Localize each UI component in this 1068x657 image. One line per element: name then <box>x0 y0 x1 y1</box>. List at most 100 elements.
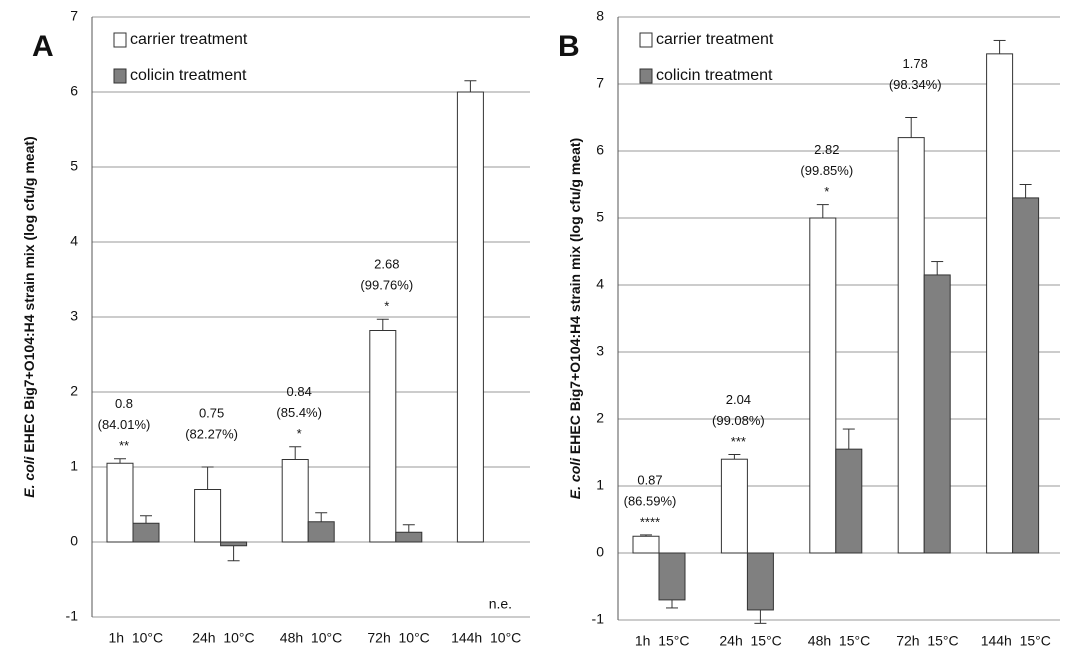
annotation: (99.08%) <box>712 413 765 428</box>
y-axis-label-italic: E. coli <box>21 455 37 497</box>
annotation: (98.34%) <box>889 77 942 92</box>
bar <box>923 274 951 554</box>
annotation: * <box>384 299 389 314</box>
error-bar <box>842 428 855 450</box>
y-tick-label: 7 <box>596 75 604 91</box>
x-tick-label: 1h 10°C <box>108 630 163 646</box>
panel-label: B <box>558 30 580 63</box>
error-bar <box>754 609 767 624</box>
error-bar <box>464 80 477 92</box>
y-tick-label: 5 <box>596 209 604 225</box>
bar <box>106 462 134 543</box>
annotation: (85.4%) <box>276 405 322 420</box>
y-axis-label: E. coli EHEC Big7+O104:H4 strain mix (lo… <box>21 136 37 497</box>
bar <box>369 330 397 543</box>
error-bar <box>640 534 652 537</box>
y-axis-label-italic: E. coli <box>567 457 583 499</box>
y-tick-label: 4 <box>596 276 604 292</box>
x-tick-label: 1h 15°C <box>635 633 690 649</box>
bar <box>986 53 1014 554</box>
annotation: (99.85%) <box>800 163 853 178</box>
x-tick-label: 72h 10°C <box>367 630 429 646</box>
bar <box>897 137 925 554</box>
annotation: 2.04 <box>726 392 751 407</box>
y-tick-label: -1 <box>66 608 79 624</box>
bar <box>307 521 335 543</box>
legend-label: colicin treatment <box>656 67 773 84</box>
bar <box>220 541 248 547</box>
annotation: 2.82 <box>814 142 839 157</box>
annotation: * <box>824 184 829 199</box>
annotation: **** <box>640 514 660 529</box>
y-tick-label: 0 <box>70 533 78 549</box>
annotation: 0.84 <box>287 384 312 399</box>
bar <box>132 522 160 543</box>
error-bar <box>1019 184 1032 198</box>
annotation: 0.75 <box>199 405 224 420</box>
panel-label: A <box>32 30 54 63</box>
annotation: 0.87 <box>637 472 662 487</box>
y-tick-label: 6 <box>70 83 78 99</box>
bar <box>720 458 748 554</box>
error-bar <box>931 261 944 275</box>
y-tick-label: 5 <box>70 158 78 174</box>
y-axis-label-rest: EHEC Big7+O104:H4 strain mix (log cfu/g … <box>567 138 583 458</box>
y-tick-label: 4 <box>70 233 78 249</box>
bar <box>632 535 660 554</box>
y-tick-label: 1 <box>70 458 78 474</box>
annotation: (86.59%) <box>624 493 677 508</box>
y-tick-label: 0 <box>596 544 604 560</box>
bar <box>456 91 484 543</box>
annotation: 0.8 <box>115 396 133 411</box>
bar <box>809 217 837 554</box>
error-bar <box>227 545 240 562</box>
y-tick-label: 7 <box>70 8 78 24</box>
x-tick-label: 72h 15°C <box>896 633 958 649</box>
legend-swatch <box>113 68 127 84</box>
error-bar <box>993 39 1006 54</box>
bar <box>281 459 309 543</box>
bar <box>835 448 863 554</box>
annotation: 2.68 <box>374 257 399 272</box>
x-tick-label: 24h 10°C <box>192 630 254 646</box>
y-tick-label: 6 <box>596 142 604 158</box>
x-tick-label: 24h 15°C <box>719 633 781 649</box>
error-bar <box>728 454 741 460</box>
error-bar <box>315 512 328 522</box>
legend-label: colicin treatment <box>130 67 247 84</box>
annotation: 1.78 <box>903 56 928 71</box>
y-tick-label: 3 <box>596 343 604 359</box>
x-tick-label: 48h 10°C <box>280 630 342 646</box>
annotation: (99.76%) <box>360 278 413 293</box>
error-bar <box>402 524 415 533</box>
error-bar <box>666 599 678 609</box>
y-tick-label: 2 <box>596 410 604 426</box>
y-tick-label: 1 <box>596 477 604 493</box>
legend-swatch <box>113 32 127 48</box>
y-tick-label: 2 <box>70 383 78 399</box>
bar <box>746 552 774 611</box>
bar <box>395 531 423 543</box>
bar <box>1012 197 1040 554</box>
error-bar <box>376 318 389 331</box>
annotation: * <box>297 426 302 441</box>
annotation: *** <box>731 434 746 449</box>
x-tick-label: 144h 15°C <box>981 633 1051 649</box>
legend-label: carrier treatment <box>656 31 774 48</box>
annotation: ** <box>119 438 129 453</box>
error-bar <box>114 458 126 464</box>
error-bar <box>816 204 829 218</box>
error-bar <box>905 117 918 138</box>
error-bar <box>201 466 214 490</box>
error-bar <box>140 515 152 524</box>
legend-swatch <box>639 32 653 48</box>
annotation: (84.01%) <box>98 417 151 432</box>
legend-label: carrier treatment <box>130 31 248 48</box>
bar <box>194 489 222 543</box>
y-axis-label: E. coli EHEC Big7+O104:H4 strain mix (lo… <box>567 138 583 499</box>
y-tick-label: 3 <box>70 308 78 324</box>
y-axis-label-rest: EHEC Big7+O104:H4 strain mix (log cfu/g … <box>21 136 37 456</box>
bar <box>658 552 686 601</box>
legend-swatch <box>639 68 653 84</box>
